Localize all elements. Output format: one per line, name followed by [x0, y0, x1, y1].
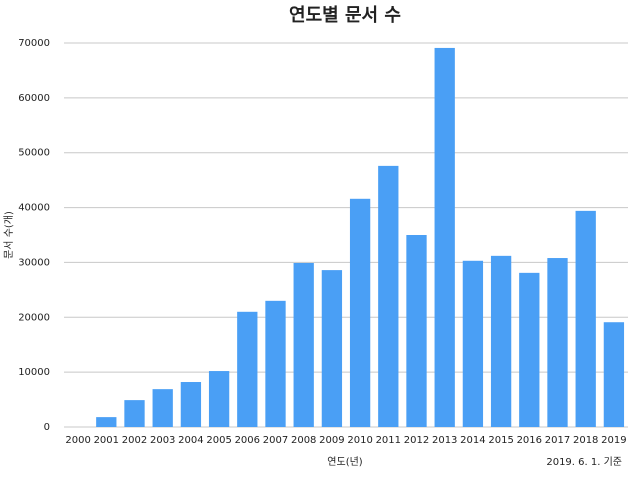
bar	[547, 258, 568, 427]
x-tick-label: 2012	[404, 435, 429, 446]
y-tick-label: 30000	[18, 257, 50, 268]
bar	[237, 311, 258, 427]
bar	[378, 165, 399, 427]
bar	[490, 255, 512, 427]
y-tick-label: 50000	[18, 148, 50, 159]
bar	[462, 260, 484, 427]
bar	[152, 389, 173, 427]
bar	[321, 270, 343, 427]
x-tick-label: 2007	[263, 435, 288, 446]
x-tick-label: 2001	[94, 435, 119, 446]
bar	[575, 210, 596, 427]
annotation: 2019. 6. 1. 기준	[546, 456, 622, 468]
x-tick-label: 2010	[347, 435, 372, 446]
x-tick-label: 2019	[601, 435, 626, 446]
bar	[293, 262, 314, 427]
bar	[434, 47, 455, 428]
x-tick-label: 2016	[517, 435, 542, 446]
bar	[96, 417, 117, 427]
x-tick-label: 2009	[319, 435, 344, 446]
bar	[406, 235, 427, 427]
bar	[180, 382, 202, 427]
x-tick-label: 2000	[65, 435, 90, 446]
x-tick-label: 2005	[206, 435, 231, 446]
y-axis-label: 문서 수(개)	[3, 211, 15, 259]
x-tick-label: 2004	[178, 435, 203, 446]
y-tick-label: 20000	[18, 312, 50, 323]
bar	[349, 198, 371, 427]
x-tick-label: 2017	[545, 435, 570, 446]
y-tick-label: 70000	[18, 38, 50, 49]
chart-title: 연도별 문서 수	[289, 5, 401, 26]
bar	[208, 371, 230, 427]
bar	[265, 300, 286, 427]
bar	[124, 400, 145, 427]
x-tick-label: 2003	[150, 435, 175, 446]
x-tick-label: 2018	[573, 435, 598, 446]
bar	[519, 272, 540, 427]
x-tick-label: 2008	[291, 435, 316, 446]
x-tick-label: 2014	[460, 435, 485, 446]
x-tick-label: 2013	[432, 435, 457, 446]
x-tick-label: 2006	[235, 435, 260, 446]
y-tick-label: 40000	[18, 203, 50, 214]
y-tick-label: 0	[44, 422, 50, 433]
bar	[603, 322, 625, 427]
x-tick-label: 2002	[122, 435, 147, 446]
y-tick-label: 60000	[18, 93, 50, 104]
x-tick-label: 2011	[376, 435, 401, 446]
y-tick-label: 10000	[18, 367, 50, 378]
x-tick-label: 2015	[488, 435, 513, 446]
x-axis-label: 연도(년)	[327, 456, 363, 468]
